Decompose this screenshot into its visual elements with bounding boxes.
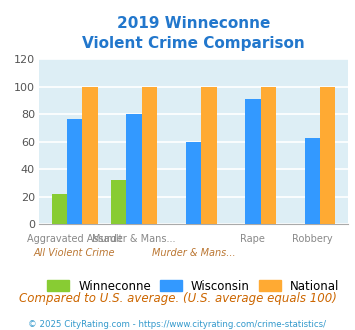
- Text: Rape: Rape: [240, 234, 265, 244]
- Text: © 2025 CityRating.com - https://www.cityrating.com/crime-statistics/: © 2025 CityRating.com - https://www.city…: [28, 320, 327, 329]
- Bar: [320, 87, 335, 224]
- Bar: [142, 87, 157, 224]
- Title: 2019 Winneconne
Violent Crime Comparison: 2019 Winneconne Violent Crime Comparison: [82, 16, 305, 51]
- Text: Robbery: Robbery: [292, 234, 333, 244]
- Bar: [111, 181, 126, 224]
- Bar: [51, 194, 67, 224]
- Text: Murder & Mans...: Murder & Mans...: [152, 248, 235, 257]
- Bar: [67, 118, 82, 224]
- Bar: [261, 87, 276, 224]
- Text: Compared to U.S. average. (U.S. average equals 100): Compared to U.S. average. (U.S. average …: [18, 292, 337, 305]
- Text: Murder & Mans...: Murder & Mans...: [92, 234, 176, 244]
- Text: All Violent Crime: All Violent Crime: [34, 248, 115, 257]
- Bar: [126, 115, 142, 224]
- Bar: [305, 138, 320, 224]
- Bar: [245, 99, 261, 224]
- Bar: [186, 142, 201, 224]
- Bar: [82, 87, 98, 224]
- Bar: [201, 87, 217, 224]
- Text: Aggravated Assault: Aggravated Assault: [27, 234, 122, 244]
- Legend: Winneconne, Wisconsin, National: Winneconne, Wisconsin, National: [48, 280, 339, 293]
